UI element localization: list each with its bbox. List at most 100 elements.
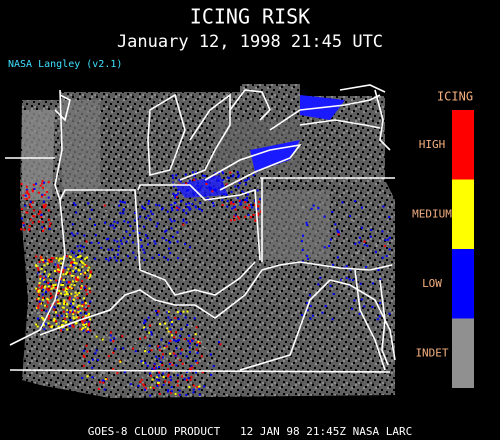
- speckle: [88, 266, 91, 269]
- speckle: [122, 209, 125, 212]
- speckle: [44, 304, 47, 307]
- legend-label: INDET: [415, 346, 448, 359]
- speckle: [257, 205, 259, 208]
- speckle: [63, 299, 66, 302]
- speckle: [142, 207, 145, 209]
- speckle: [38, 281, 41, 284]
- speckle: [381, 256, 384, 259]
- speckle: [378, 315, 381, 318]
- speckle: [44, 259, 47, 262]
- speckle: [369, 235, 372, 238]
- speckle: [134, 211, 136, 214]
- speckle: [184, 316, 187, 319]
- speckle: [163, 346, 166, 349]
- speckle: [175, 194, 178, 197]
- speckle: [134, 342, 137, 345]
- speckle: [26, 190, 29, 193]
- speckle: [182, 223, 185, 226]
- speckle: [123, 359, 126, 362]
- speckle: [57, 266, 60, 269]
- speckle: [143, 319, 146, 322]
- speckle: [77, 316, 80, 319]
- speckle: [89, 329, 92, 332]
- speckle: [89, 270, 92, 273]
- speckle: [82, 349, 85, 352]
- speckle: [64, 321, 67, 324]
- speckle: [116, 221, 119, 224]
- speckle: [45, 323, 47, 326]
- speckle: [162, 342, 165, 344]
- speckle: [35, 255, 38, 258]
- speckle: [228, 176, 231, 179]
- speckle: [232, 201, 235, 204]
- speckle: [43, 181, 46, 184]
- speckle: [47, 218, 50, 221]
- speckle: [307, 257, 309, 260]
- speckle: [244, 215, 247, 218]
- speckle: [173, 182, 176, 185]
- speckle: [20, 183, 23, 186]
- speckle: [71, 223, 74, 226]
- speckle: [139, 337, 141, 340]
- speckle: [33, 188, 36, 190]
- speckle: [388, 312, 391, 315]
- speckle: [332, 293, 335, 295]
- map-title: ICING RISK: [190, 5, 310, 29]
- speckle: [189, 246, 191, 249]
- speckle: [147, 316, 150, 319]
- speckle: [193, 178, 196, 181]
- speckle: [209, 353, 212, 356]
- speckle: [352, 219, 355, 222]
- speckle: [230, 202, 233, 205]
- speckle: [353, 299, 356, 302]
- speckle: [72, 325, 75, 328]
- speckle: [77, 312, 80, 315]
- speckle: [47, 289, 50, 292]
- speckle: [157, 365, 160, 368]
- speckle: [27, 193, 30, 196]
- speckle: [336, 256, 339, 259]
- speckle: [231, 175, 234, 178]
- speckle: [344, 287, 347, 290]
- speckle: [32, 183, 35, 186]
- speckle: [213, 188, 215, 191]
- speckle: [145, 389, 148, 392]
- speckle: [88, 312, 91, 315]
- speckle: [42, 186, 44, 189]
- speckle: [176, 384, 179, 387]
- speckle: [158, 392, 161, 395]
- speckle: [81, 305, 84, 308]
- speckle: [44, 285, 47, 288]
- speckle: [300, 314, 303, 316]
- speckle: [109, 339, 112, 342]
- speckle: [37, 297, 40, 300]
- speckle: [155, 203, 158, 206]
- speckle: [375, 245, 378, 247]
- speckle: [55, 296, 58, 299]
- speckle: [180, 200, 183, 202]
- speckle: [69, 309, 72, 312]
- speckle: [73, 268, 76, 271]
- speckle: [43, 286, 46, 289]
- speckle: [82, 327, 84, 330]
- speckle: [123, 208, 125, 211]
- speckle: [195, 348, 198, 351]
- speckle: [89, 273, 92, 276]
- speckle: [180, 328, 183, 331]
- speckle: [388, 216, 391, 219]
- speckle: [192, 384, 195, 387]
- speckle: [147, 202, 150, 205]
- speckle: [107, 355, 110, 358]
- speckle: [309, 317, 312, 320]
- speckle: [162, 353, 164, 356]
- speckle: [178, 207, 181, 210]
- speckle: [176, 231, 179, 234]
- speckle: [41, 193, 44, 196]
- speckle: [31, 190, 34, 193]
- speckle: [40, 257, 43, 260]
- speckle: [160, 348, 163, 351]
- speckle: [60, 329, 63, 332]
- speckle: [105, 378, 108, 380]
- speckle: [51, 310, 54, 313]
- speckle: [80, 285, 83, 288]
